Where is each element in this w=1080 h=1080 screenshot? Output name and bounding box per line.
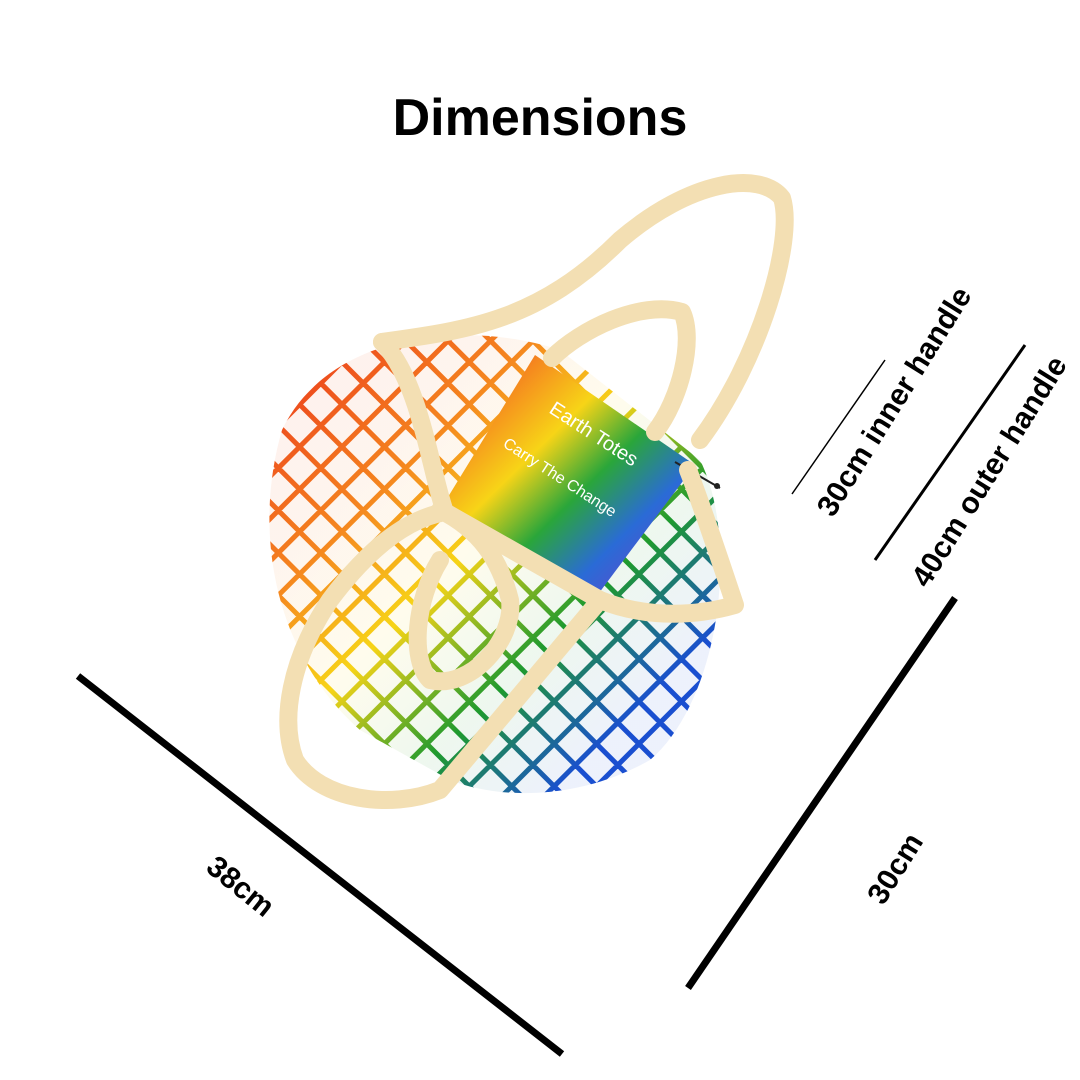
- height-dimension-line: [685, 596, 958, 990]
- outer-handle-dimension-line: [873, 344, 1027, 561]
- dimension-lines: [75, 344, 1027, 1057]
- inner-handle-dimension-line: [791, 359, 886, 495]
- page-title: Dimensions: [392, 89, 688, 147]
- width-dimension-line: [75, 673, 565, 1057]
- bag-handles: [279, 174, 794, 809]
